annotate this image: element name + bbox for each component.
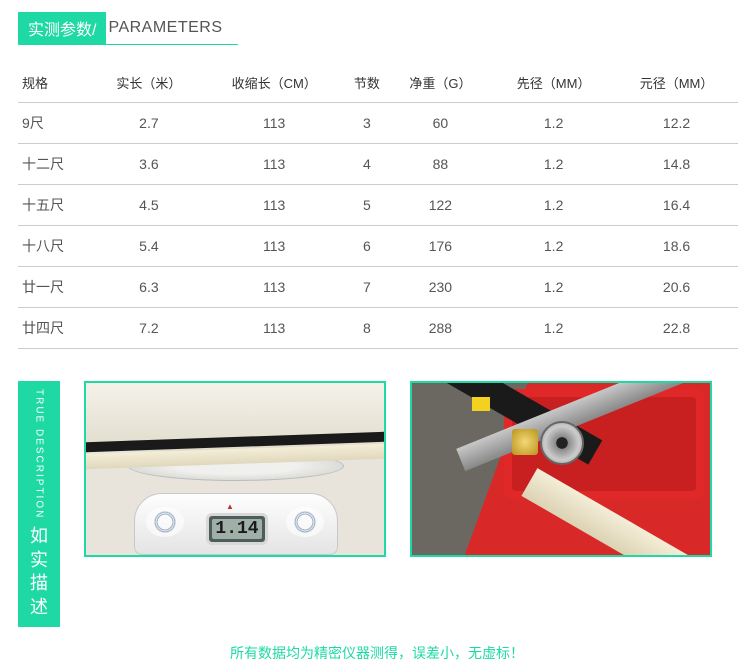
table-cell: 60 [389, 103, 493, 144]
table-cell: 1.2 [492, 308, 615, 349]
table-cell: 4 [345, 144, 388, 185]
table-cell: 7 [345, 267, 388, 308]
table-cell: 1.2 [492, 267, 615, 308]
table-cell: 12.2 [615, 103, 738, 144]
table-header-5: 先径（MM） [492, 63, 615, 103]
spec-table: 规格实长（米）收缩长（CM）节数净重（G）先径（MM）元径（MM） 9尺2.71… [18, 63, 738, 349]
table-header-3: 节数 [345, 63, 388, 103]
table-header-4: 净重（G） [389, 63, 493, 103]
table-cell: 8 [345, 308, 388, 349]
table-cell: 廿四尺 [18, 308, 95, 349]
photo-scale: ▲ 1.14 [84, 381, 386, 557]
table-cell: 176 [389, 226, 493, 267]
table-cell: 113 [203, 103, 345, 144]
table-cell: 113 [203, 144, 345, 185]
table-cell: 6 [345, 226, 388, 267]
table-cell: 十五尺 [18, 185, 95, 226]
table-cell: 3.6 [95, 144, 203, 185]
table-header-6: 元径（MM） [615, 63, 738, 103]
table-cell: 十八尺 [18, 226, 95, 267]
side-label-cn-4: 述 [30, 596, 48, 619]
side-label-cn-2: 实 [30, 549, 48, 572]
table-cell: 9尺 [18, 103, 95, 144]
table-cell: 122 [389, 185, 493, 226]
table-row: 十八尺5.411361761.218.6 [18, 226, 738, 267]
scale-lcd-value: 1.14 [212, 519, 261, 539]
side-label: TRUE DESCRIPTION 如 实 描 述 [18, 381, 60, 627]
table-cell: 3 [345, 103, 388, 144]
table-row: 十五尺4.511351221.216.4 [18, 185, 738, 226]
table-cell: 113 [203, 226, 345, 267]
table-cell: 88 [389, 144, 493, 185]
table-cell: 5.4 [95, 226, 203, 267]
section-title-en: PARAMETERS [108, 19, 222, 37]
table-cell: 113 [203, 185, 345, 226]
photo-caliper [410, 381, 712, 557]
table-cell: 2.7 [95, 103, 203, 144]
footer-note: 所有数据均为精密仪器测得，误差小，无虚标！ [0, 643, 754, 663]
table-cell: 230 [389, 267, 493, 308]
table-cell: 1.2 [492, 185, 615, 226]
section-title-cn: 实测参数/ [18, 12, 106, 44]
table-row: 9尺2.71133601.212.2 [18, 103, 738, 144]
table-row: 十二尺3.61134881.214.8 [18, 144, 738, 185]
table-cell: 20.6 [615, 267, 738, 308]
table-cell: 16.4 [615, 185, 738, 226]
table-cell: 十二尺 [18, 144, 95, 185]
table-cell: 18.6 [615, 226, 738, 267]
table-cell: 5 [345, 185, 388, 226]
table-cell: 113 [203, 308, 345, 349]
table-cell: 7.2 [95, 308, 203, 349]
table-cell: 4.5 [95, 185, 203, 226]
table-row: 廿一尺6.311372301.220.6 [18, 267, 738, 308]
table-cell: 1.2 [492, 144, 615, 185]
side-label-cn-1: 如 [30, 525, 48, 548]
table-cell: 113 [203, 267, 345, 308]
table-cell: 1.2 [492, 103, 615, 144]
table-cell: 1.2 [492, 226, 615, 267]
table-header-0: 规格 [18, 63, 95, 103]
table-header-2: 收缩长（CM） [203, 63, 345, 103]
table-row: 廿四尺7.211382881.222.8 [18, 308, 738, 349]
table-cell: 廿一尺 [18, 267, 95, 308]
table-cell: 14.8 [615, 144, 738, 185]
scale-lcd: 1.14 [206, 513, 268, 545]
side-label-en: TRUE DESCRIPTION [34, 389, 45, 519]
table-cell: 288 [389, 308, 493, 349]
table-cell: 6.3 [95, 267, 203, 308]
table-cell: 22.8 [615, 308, 738, 349]
header-underline [18, 44, 238, 45]
table-header-1: 实长（米） [95, 63, 203, 103]
side-label-cn-3: 描 [30, 572, 48, 595]
